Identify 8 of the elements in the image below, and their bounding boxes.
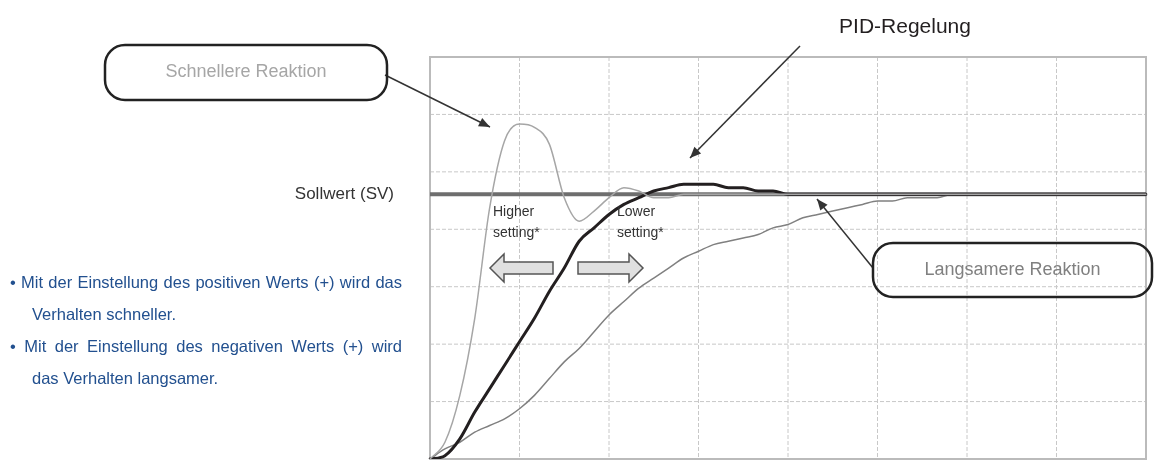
- text: • Mit der Einstellung des positiven Werts (+) wird das Verhalten schneller.: [10, 272, 402, 325]
- text: Langsamere Reaktion: [924, 258, 1101, 279]
- text: PID-Regelung: [839, 13, 971, 37]
- text: Schnellere Reaktion: [165, 61, 327, 82]
- ref-line-label: Sollwert (SV): [294, 184, 394, 204]
- text: • Mit der Einstellung des negativen Werts (+) wird das Verhalten langsamer.: [10, 336, 402, 389]
- annotation: Lower setting*: [617, 202, 665, 240]
- annotation: Higher setting*: [493, 202, 541, 240]
